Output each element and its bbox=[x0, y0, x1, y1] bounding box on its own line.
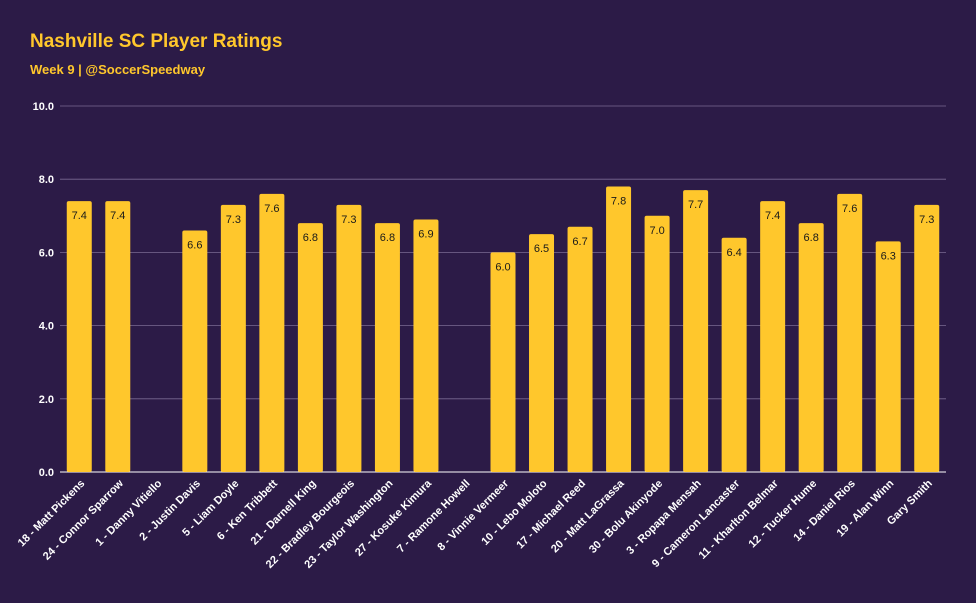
bar bbox=[490, 252, 516, 472]
y-tick-label: 10.0 bbox=[33, 101, 54, 113]
data-label: 7.3 bbox=[226, 214, 241, 226]
data-label: 7.7 bbox=[688, 199, 703, 211]
x-tick-label: 27 - Kosuke Kimura bbox=[353, 477, 435, 559]
x-tick-label: 20 - Matt LaGrassa bbox=[549, 477, 627, 555]
bar bbox=[413, 219, 439, 472]
data-label: 7.0 bbox=[649, 225, 664, 237]
bar bbox=[297, 223, 323, 472]
data-label: 7.8 bbox=[611, 196, 626, 208]
data-label: 6.8 bbox=[303, 232, 318, 244]
x-tick-label: 1 - Danny Vitiello bbox=[93, 477, 164, 548]
y-tick-label: 6.0 bbox=[39, 247, 54, 259]
bar bbox=[644, 215, 670, 473]
bar bbox=[760, 201, 786, 472]
chart-title: Nashville SC Player Ratings bbox=[30, 31, 283, 52]
bar bbox=[721, 237, 747, 472]
data-label: 6.8 bbox=[804, 232, 819, 244]
x-tick-label: 12 - Tucker Hume bbox=[747, 478, 820, 551]
bar bbox=[683, 190, 709, 472]
data-label: 6.3 bbox=[881, 250, 896, 262]
data-label: 6.8 bbox=[380, 232, 395, 244]
data-label: 7.4 bbox=[765, 210, 780, 222]
bar bbox=[914, 204, 940, 472]
x-tick-label: 8 - Vinnie Vermeer bbox=[435, 477, 511, 553]
bar bbox=[374, 223, 400, 472]
bar bbox=[798, 223, 824, 472]
bar bbox=[606, 186, 632, 472]
y-tick-label: 8.0 bbox=[39, 174, 54, 186]
data-label: 7.4 bbox=[72, 210, 87, 222]
x-tick-label: 7 - Ramone Howell bbox=[395, 478, 473, 556]
data-label: 6.6 bbox=[187, 239, 202, 251]
data-label: 7.6 bbox=[842, 203, 857, 215]
bar bbox=[529, 234, 555, 472]
x-tick-label: 21 - Darnell King bbox=[249, 478, 319, 548]
y-tick-label: 4.0 bbox=[39, 321, 54, 333]
bar bbox=[66, 201, 92, 472]
bar bbox=[567, 226, 593, 472]
x-tick-label: 3 - Ropapa Mensah bbox=[624, 477, 704, 557]
x-tick-label: 30 - Bolu Akinyode bbox=[587, 478, 665, 556]
data-label: 6.4 bbox=[726, 247, 741, 259]
data-label: 6.9 bbox=[418, 228, 433, 240]
x-tick-label: 17 - Michael Reed bbox=[514, 478, 588, 552]
data-label: 6.5 bbox=[534, 243, 549, 255]
bar bbox=[875, 241, 901, 472]
data-label: 7.3 bbox=[341, 214, 356, 226]
data-label: 7.4 bbox=[110, 210, 125, 222]
data-label: 6.0 bbox=[495, 261, 510, 273]
chart-subtitle: Week 9 | @SoccerSpeedway bbox=[30, 62, 206, 77]
bar bbox=[182, 230, 208, 472]
data-label: 7.6 bbox=[264, 203, 279, 215]
data-label: 7.3 bbox=[919, 214, 934, 226]
bar bbox=[837, 193, 863, 472]
x-tick-label: 10 - Lebo Moloto bbox=[479, 477, 549, 547]
data-label: 6.7 bbox=[572, 236, 587, 248]
x-tick-label: 18 - Matt Pickens bbox=[16, 478, 88, 550]
bar bbox=[336, 204, 362, 472]
bar bbox=[259, 193, 285, 472]
y-tick-label: 2.0 bbox=[39, 394, 54, 406]
y-tick-label: 0.0 bbox=[39, 467, 54, 479]
bar bbox=[105, 201, 131, 472]
bar bbox=[220, 204, 246, 472]
